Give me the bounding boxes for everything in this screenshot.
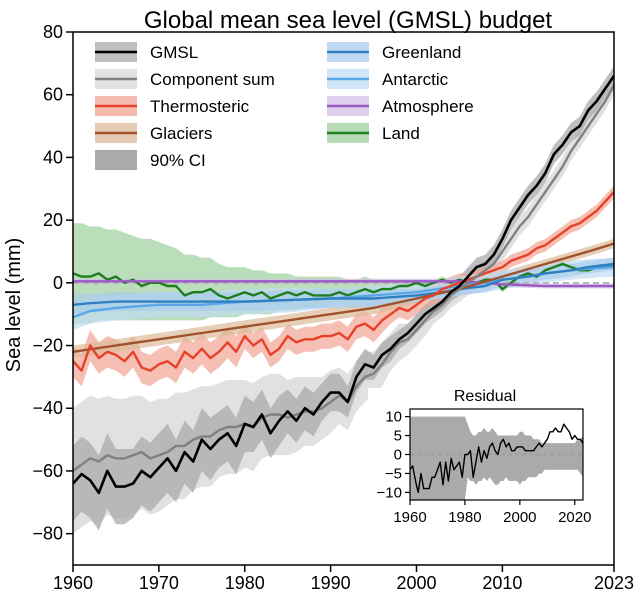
legend-label: Greenland: [382, 43, 461, 62]
y-axis-label: Sea level (mm): [3, 238, 25, 372]
inset-y-tick-label: 0: [394, 447, 402, 464]
legend-entry-gmsl: GMSL: [95, 42, 198, 62]
legend-entry-90-ci: 90% CI: [95, 150, 206, 170]
legend-label: GMSL: [150, 43, 198, 62]
legend-entry-component-sum: Component sum: [95, 69, 275, 89]
chart-title: Global mean sea level (GMSL) budget: [144, 7, 553, 34]
inset-residual-band: [410, 416, 583, 500]
x-tick-label: 2010: [482, 573, 522, 593]
residual-inset: Residual 1960 1980 2000 2020 −10 −50 5 10: [368, 388, 602, 530]
x-tick-label: 1960: [53, 573, 93, 593]
x-tick-label: 1970: [139, 573, 179, 593]
x-tick-label: 2023: [594, 573, 634, 593]
inset-x-tick-label: 1960: [393, 509, 426, 526]
legend-label: Glaciers: [150, 124, 212, 143]
main-plot-area: [72, 66, 616, 534]
line-thermosteric: [72, 191, 615, 372]
band-greenland: [73, 257, 614, 315]
y-tick-label: 40: [43, 147, 63, 167]
legend-entry-glaciers: Glaciers: [95, 123, 212, 143]
band-thermosteric: [73, 185, 614, 387]
legend-label: Thermosteric: [150, 97, 250, 116]
inset-residual-line: [409, 423, 584, 494]
legend-entry-thermosteric: Thermosteric: [95, 96, 250, 116]
y-tick-label: −80: [32, 524, 63, 544]
inset-y-tick-label: 10: [385, 409, 402, 426]
legend-entry-land: Land: [327, 123, 420, 143]
y-tick-label: 0: [53, 273, 63, 293]
inset-y-ticks: −10 −50 5 10: [377, 409, 410, 501]
line-glaciers: [72, 242, 615, 353]
legend-entry-antarctic: Antarctic: [327, 69, 449, 89]
x-axis-ticks: 1960 1970 1980 1990 2000 2010 2023: [53, 565, 634, 593]
inset-x-tick-label: 1980: [448, 509, 481, 526]
legend-entry-greenland: Greenland: [327, 42, 461, 62]
y-tick-label: −20: [32, 336, 63, 356]
legend-label: Antarctic: [382, 70, 449, 89]
legend-swatch-band: [95, 150, 137, 170]
y-tick-label: 60: [43, 85, 63, 105]
x-tick-label: 1980: [225, 573, 265, 593]
line-land: [72, 262, 615, 300]
y-tick-label: −60: [32, 461, 63, 481]
inset-y-tick-label: −10: [377, 484, 402, 501]
y-tick-label: 20: [43, 210, 63, 230]
series-lines: [72, 75, 616, 495]
x-tick-label: 1990: [311, 573, 351, 593]
line-atmosphere: [73, 280, 614, 288]
legend-label: Atmosphere: [382, 97, 474, 116]
legend-label: Component sum: [150, 70, 275, 89]
inset-x-ticks: 1960 1980 2000 2020: [393, 500, 591, 526]
inset-x-tick-label: 2000: [503, 509, 536, 526]
y-tick-label: −40: [32, 398, 63, 418]
legend: GMSL Component sum Thermosteric Glaciers 90%…: [95, 42, 474, 170]
legend-label: 90% CI: [150, 151, 206, 170]
y-tick-label: 80: [43, 22, 63, 42]
band-gmsl: [73, 66, 614, 531]
inset-y-tick-label: 5: [394, 428, 402, 445]
legend-entry-atmosphere: Atmosphere: [327, 96, 474, 116]
legend-label: Land: [382, 124, 420, 143]
inset-y-tick-label: −5: [385, 465, 402, 482]
inset-x-tick-label: 2020: [558, 509, 591, 526]
inset-title: Residual: [454, 388, 516, 405]
band-glaciers: [73, 238, 614, 359]
x-tick-label: 2000: [396, 573, 436, 593]
line-greenland: [72, 262, 615, 306]
plot-frame: [72, 31, 615, 566]
line-gmsl: [72, 75, 616, 495]
y-axis-ticks: −80 −60 −40 −20 0 20 40 60 80: [32, 22, 73, 544]
